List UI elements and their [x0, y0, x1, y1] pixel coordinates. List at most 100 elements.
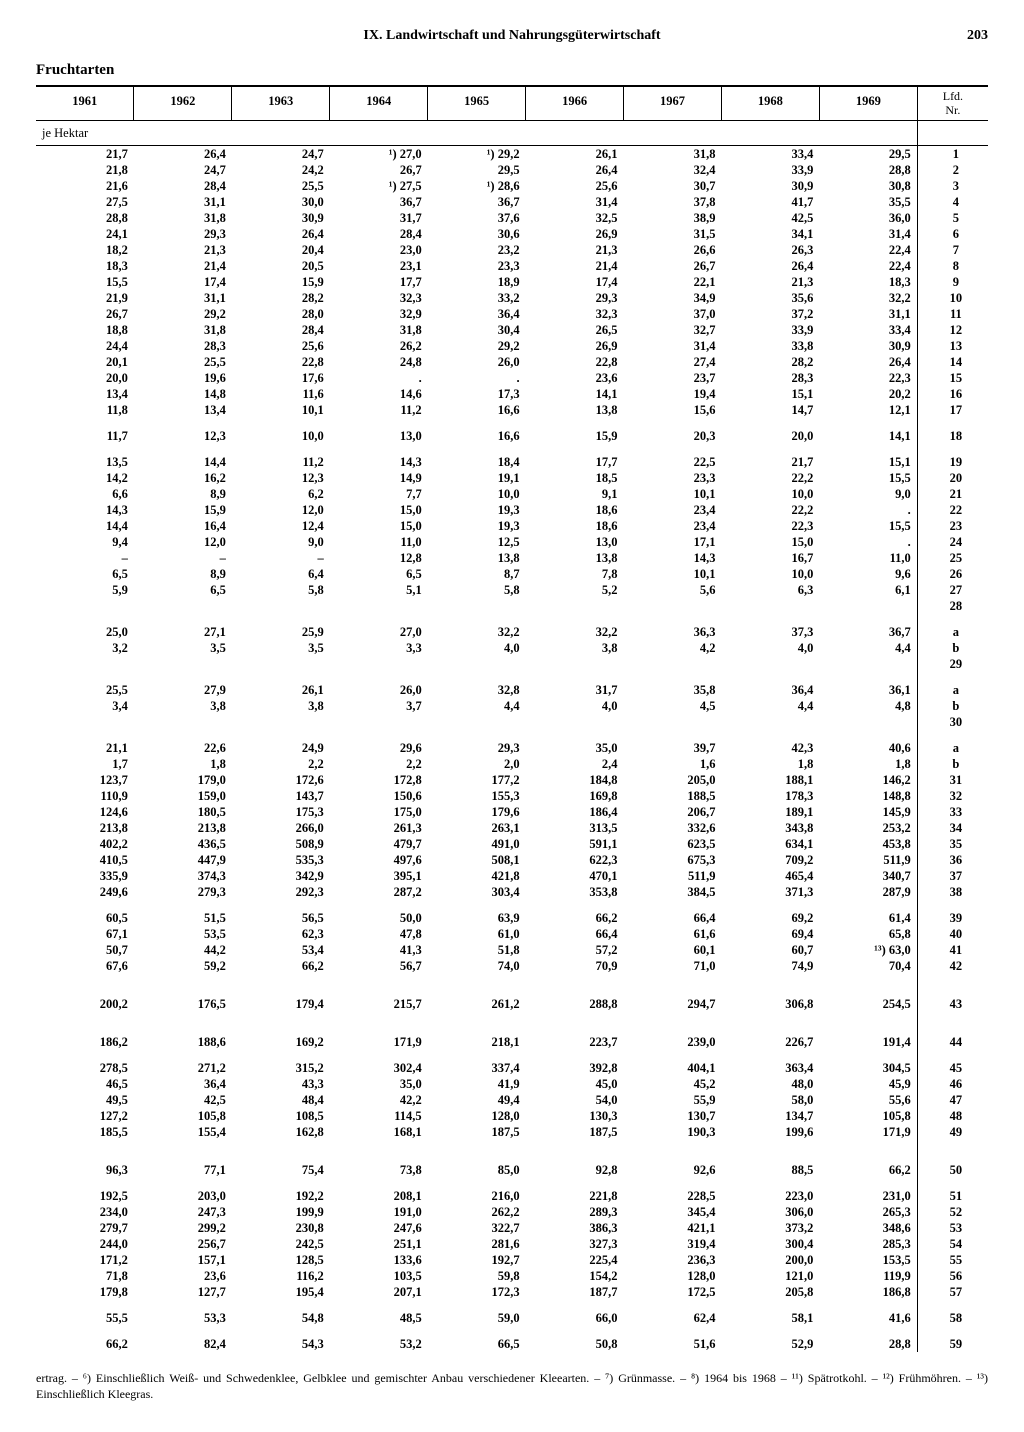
data-cell: 24,8	[330, 354, 428, 370]
data-cell: 28,2	[232, 290, 330, 306]
data-cell: 175,0	[330, 804, 428, 820]
table-row: 179,8127,7195,4207,1172,3187,7172,5205,8…	[36, 1284, 988, 1300]
table-row: 46,536,443,335,041,945,045,248,045,946	[36, 1076, 988, 1092]
data-cell: 207,1	[330, 1284, 428, 1300]
data-cell: 13,4	[36, 386, 134, 402]
data-cell: 22,8	[232, 354, 330, 370]
data-cell: 508,1	[428, 852, 526, 868]
lfd-cell: 1	[917, 145, 988, 162]
data-cell: 55,5	[36, 1310, 134, 1326]
table-row: 13,414,811,614,617,314,119,415,120,216	[36, 386, 988, 402]
data-cell: 242,5	[232, 1236, 330, 1252]
data-cell: 26,9	[526, 226, 624, 242]
data-cell: 288,8	[526, 996, 624, 1012]
lfd-cell: 59	[917, 1336, 988, 1352]
data-cell: 384,5	[624, 884, 722, 900]
gap-row	[36, 730, 988, 740]
data-cell: 24,4	[36, 338, 134, 354]
lfd-cell: 13	[917, 338, 988, 354]
table-row: 14,315,912,015,019,318,623,422,2.22	[36, 502, 988, 518]
table-row: 21,122,624,929,629,335,039,742,340,6a	[36, 740, 988, 756]
data-cell: 66,0	[526, 1310, 624, 1326]
data-cell: 159,0	[134, 788, 232, 804]
data-cell: 231,0	[819, 1188, 917, 1204]
data-cell: 169,8	[526, 788, 624, 804]
data-cell: 16,6	[428, 402, 526, 418]
data-cell: 171,2	[36, 1252, 134, 1268]
data-cell: 11,7	[36, 428, 134, 444]
data-cell: 2,2	[330, 756, 428, 772]
table-row: 21,726,424,7¹) 27,0¹) 29,226,131,833,429…	[36, 145, 988, 162]
data-cell: 69,4	[721, 926, 819, 942]
lfd-cell: 29	[917, 656, 988, 672]
data-cell: 31,4	[624, 338, 722, 354]
data-cell: 179,4	[232, 996, 330, 1012]
data-cell: 179,6	[428, 804, 526, 820]
data-cell	[721, 656, 819, 672]
data-cell: 22,1	[624, 274, 722, 290]
data-cell: 192,5	[36, 1188, 134, 1204]
data-cell: 155,3	[428, 788, 526, 804]
data-cell: ¹) 29,2	[428, 145, 526, 162]
data-cell: 634,1	[721, 836, 819, 852]
data-cell: 15,0	[330, 518, 428, 534]
lfd-cell: 43	[917, 996, 988, 1012]
data-cell: 1,7	[36, 756, 134, 772]
data-cell: 22,2	[721, 470, 819, 486]
data-cell: 116,2	[232, 1268, 330, 1284]
data-cell: 71,0	[624, 958, 722, 974]
data-cell: 20,4	[232, 242, 330, 258]
section-title: IX. Landwirtschaft und Nahrungsgüterwirt…	[86, 28, 938, 44]
data-cell: 45,2	[624, 1076, 722, 1092]
data-cell: 17,6	[232, 370, 330, 386]
data-cell: 36,7	[330, 194, 428, 210]
lfd-cell: a	[917, 740, 988, 756]
table-row: 67,153,562,347,861,066,461,669,465,840	[36, 926, 988, 942]
table-row: 11,813,410,111,216,613,815,614,712,117	[36, 402, 988, 418]
data-cell: 11,2	[232, 454, 330, 470]
data-cell: 19,3	[428, 502, 526, 518]
data-cell: 353,8	[526, 884, 624, 900]
data-cell	[526, 598, 624, 614]
data-cell: 42,2	[330, 1092, 428, 1108]
data-cell: 4,8	[819, 698, 917, 714]
year-header: 1961	[36, 86, 134, 120]
lfd-cell: 36	[917, 852, 988, 868]
data-cell: 23,4	[624, 502, 722, 518]
data-cell: 31,4	[819, 226, 917, 242]
lfd-cell: 48	[917, 1108, 988, 1124]
data-cell: 10,0	[232, 428, 330, 444]
data-cell: 17,3	[428, 386, 526, 402]
data-cell: 26,6	[624, 242, 722, 258]
data-cell: 230,8	[232, 1220, 330, 1236]
table-row: 213,8213,8266,0261,3263,1313,5332,6343,8…	[36, 820, 988, 836]
table-row: 28	[36, 598, 988, 614]
data-cell: 22,4	[819, 258, 917, 274]
data-cell: 234,0	[36, 1204, 134, 1220]
data-cell: 29,2	[134, 306, 232, 322]
table-row: 18,221,320,423,023,221,326,626,322,47	[36, 242, 988, 258]
data-cell: 187,5	[428, 1124, 526, 1140]
data-cell: 15,5	[819, 518, 917, 534]
data-cell: 3,8	[526, 640, 624, 656]
data-cell: 313,5	[526, 820, 624, 836]
data-cell: 172,5	[624, 1284, 722, 1300]
data-cell: 27,4	[624, 354, 722, 370]
data-cell: 22,6	[134, 740, 232, 756]
table-row: 6,68,96,27,710,09,110,110,09,021	[36, 486, 988, 502]
data-cell: ¹) 27,0	[330, 145, 428, 162]
data-cell: 9,6	[819, 566, 917, 582]
data-cell: 30,6	[428, 226, 526, 242]
data-cell: 30,9	[232, 210, 330, 226]
data-cell: 6,5	[330, 566, 428, 582]
data-cell: 20,1	[36, 354, 134, 370]
data-cell: 236,3	[624, 1252, 722, 1268]
data-cell: 21,4	[134, 258, 232, 274]
year-header: 1964	[330, 86, 428, 120]
lfd-cell: 57	[917, 1284, 988, 1300]
data-cell: 14,7	[721, 402, 819, 418]
data-cell: 57,2	[526, 942, 624, 958]
data-cell: 114,5	[330, 1108, 428, 1124]
data-cell: 40,6	[819, 740, 917, 756]
data-cell: 497,6	[330, 852, 428, 868]
